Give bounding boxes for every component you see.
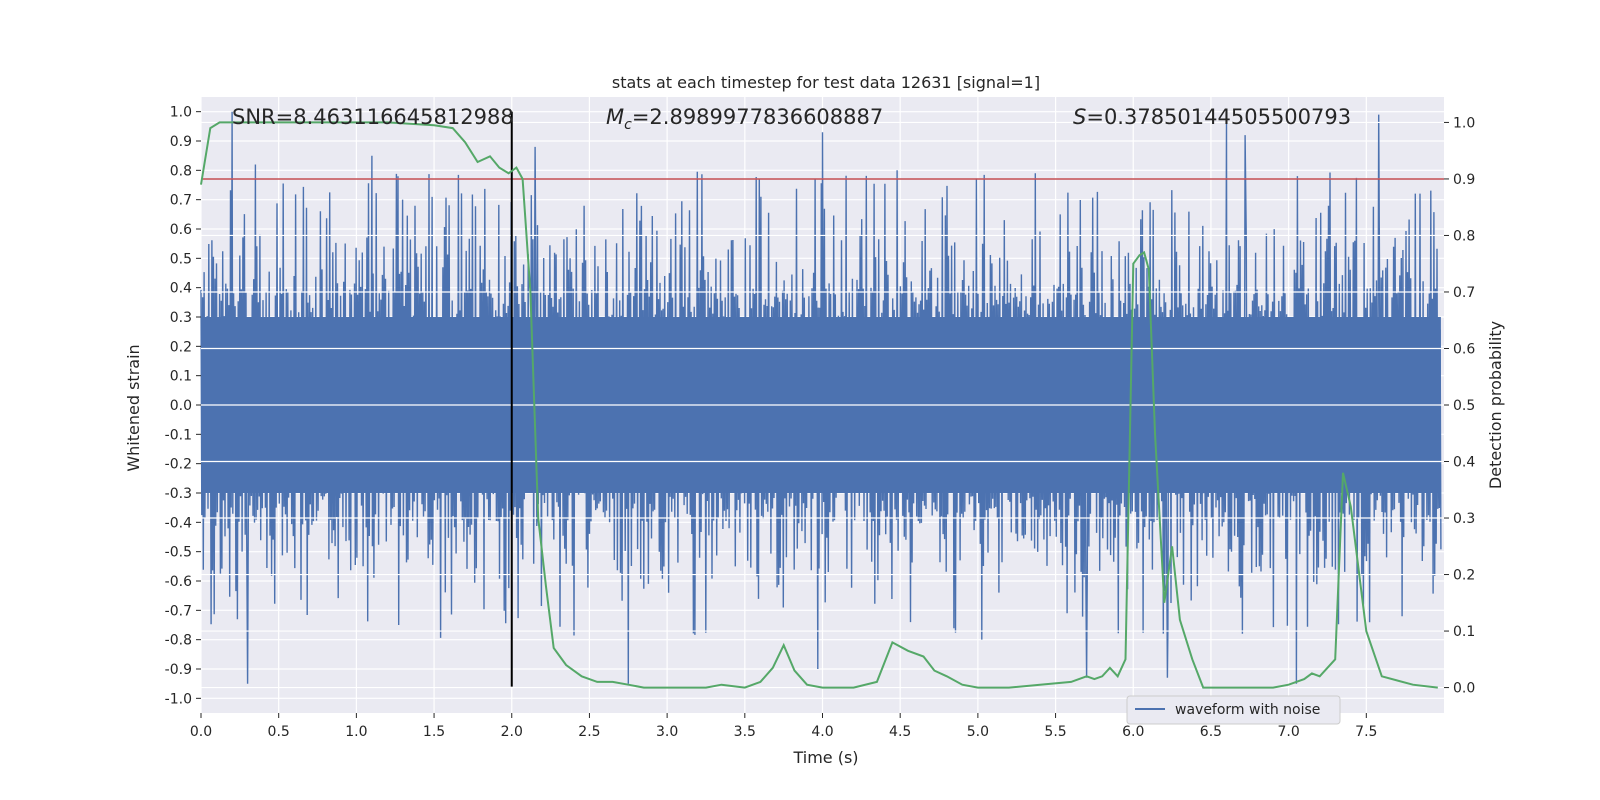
score-annotation: S=0.37850144505500793 [1073,105,1351,129]
right-y-tick-label: 0.0 [1453,681,1475,697]
legend-box [1126,695,1341,725]
x-tick-label: 3.0 [656,724,678,740]
right-y-tick-label: 1.0 [1453,115,1475,131]
x-tick-label: 4.0 [811,724,833,740]
x-tick-label: 2.0 [501,724,523,740]
chart-title: stats at each timestep for test data 126… [612,73,1040,92]
right-y-tick-label: 0.8 [1453,228,1475,244]
x-axis-ticks: 0.0 0.5 1.0 1.5 2.0 2.5 3.0 3.5 4.0 4.5 5.0 5.5 6.0 6… [190,713,1377,740]
x-tick-label: 2.5 [578,724,600,740]
right-y-tick-label: 0.1 [1453,624,1475,640]
left-y-tick-label: 0.1 [170,369,192,385]
left-y-tick-label: -0.7 [165,603,192,619]
left-y-tick-label: 0.2 [170,339,192,355]
chirp-mass-annotation: Mc=2.8989977836608887 [606,105,883,133]
left-y-tick-label: 0.9 [170,134,192,150]
x-tick-label: 6.0 [1122,724,1144,740]
left-y-tick-label: -0.4 [165,515,192,531]
x-tick-label: 1.5 [423,724,445,740]
x-tick-label: 5.5 [1044,724,1066,740]
right-y-axis-label: Detection probability [1486,321,1505,489]
left-y-tick-label: 0.0 [170,398,192,414]
snr-annotation: SNR=8.463116645812988 [232,105,514,129]
left-y-tick-label: 0.5 [170,251,192,267]
right-y-tick-label: 0.7 [1453,285,1475,301]
x-tick-label: 6.5 [1200,724,1222,740]
left-y-tick-label: -0.6 [165,574,192,590]
right-y-tick-label: 0.5 [1453,398,1475,414]
left-y-tick-label: -1.0 [165,691,192,707]
right-y-axis-ticks: 1.0 0.9 0.8 0.7 0.6 0.5 0.4 0.3 0.2 0.1 0.0 [1444,115,1475,697]
left-y-tick-label: -0.1 [165,427,192,443]
left-y-tick-label: 1.0 [170,105,192,121]
left-y-tick-label: 0.3 [170,310,192,326]
legend: waveform with noise [1126,695,1341,725]
left-y-axis-label: Whitened strain [124,344,143,471]
left-y-tick-label: -0.8 [165,633,192,649]
x-tick-label: 0.0 [190,724,212,740]
detection-probability-line [200,121,1438,689]
left-y-tick-label: 0.4 [170,281,192,297]
left-y-axis-ticks: 1.0 0.9 0.8 0.7 0.6 0.5 0.4 0.3 0.2 0.1 0.0 -0.1 -0.… [165,105,201,707]
right-y-tick-label: 0.2 [1453,568,1475,584]
x-tick-label: 7.0 [1277,724,1299,740]
x-axis-label: Time (s) [792,748,858,767]
x-tick-label: 3.5 [734,724,756,740]
x-tick-label: 7.5 [1355,724,1377,740]
right-y-tick-label: 0.4 [1453,455,1475,471]
right-y-tick-label: 0.9 [1453,172,1475,188]
x-tick-label: 1.0 [345,724,367,740]
left-y-tick-label: -0.5 [165,545,192,561]
left-y-tick-label: -0.2 [165,457,192,473]
left-y-tick-label: 0.8 [170,163,192,179]
left-y-tick-label: -0.3 [165,486,192,502]
x-tick-label: 4.5 [889,724,911,740]
left-y-tick-label: 0.7 [170,193,192,209]
left-y-tick-label: 0.6 [170,222,192,238]
left-y-tick-label: -0.9 [165,662,192,678]
right-y-tick-label: 0.3 [1453,511,1475,527]
legend-label: waveform with noise [1175,702,1320,718]
x-tick-label: 5.0 [967,724,989,740]
right-y-tick-label: 0.6 [1453,341,1475,357]
x-tick-label: 0.5 [268,724,290,740]
